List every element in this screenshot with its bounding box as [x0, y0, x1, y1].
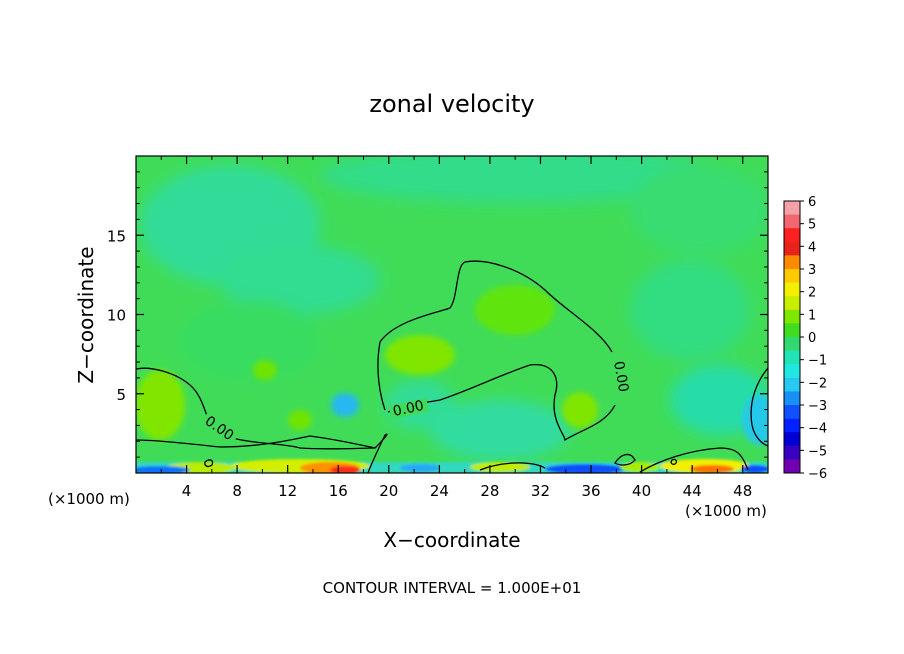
footnote: CONTOUR INTERVAL = 1.000E+01 — [323, 579, 582, 597]
colorbar-swatch — [784, 445, 800, 460]
contour-right-bottom — [639, 447, 749, 473]
x-unit-label-right: (×1000 m) — [685, 502, 767, 520]
contour-center-inner — [387, 364, 616, 442]
colorbar-tick-label: −2 — [808, 376, 827, 391]
x-axis: 4 8 12 16 20 24 28 32 36 40 44 48 — [160, 156, 752, 500]
colorbar-tick-label: −6 — [808, 467, 827, 482]
heatmap-field — [136, 156, 768, 473]
colorbar-swatch — [784, 296, 800, 311]
contour-lower-left — [136, 433, 388, 473]
y-tick-label: 5 — [116, 386, 126, 404]
colorbar-tick-label: 5 — [808, 218, 816, 233]
colorbar-tick-label: −1 — [808, 354, 827, 369]
colorbar-tick-label: −4 — [808, 422, 827, 437]
colorbar-tick-label: 2 — [808, 286, 816, 301]
colorbar-swatch — [784, 337, 800, 351]
contour-label: 0.00 — [392, 398, 426, 420]
colorbar-swatch — [784, 350, 800, 365]
x-tick-label: 4 — [182, 482, 192, 500]
colorbar-tick-label: 6 — [808, 195, 816, 210]
colorbar-swatch — [784, 391, 800, 406]
colorbar-swatch — [784, 364, 800, 379]
x-tick-label: 40 — [632, 482, 651, 500]
colorbar-tick-label: 0 — [808, 331, 816, 346]
y-axis: 5 10 15 — [107, 171, 768, 458]
x-unit-label: (×1000 m) — [48, 490, 130, 508]
colorbar-swatch — [784, 201, 800, 215]
x-tick-label: 28 — [480, 482, 499, 500]
colorbar-tick-label: 4 — [808, 240, 816, 255]
colorbar-swatch — [784, 418, 800, 433]
colorbar-swatch — [784, 377, 800, 392]
colorbar-swatch — [784, 255, 800, 270]
x-tick-label: 32 — [531, 482, 550, 500]
x-axis-label: X−coordinate — [383, 528, 520, 552]
colorbar-tick-label: −3 — [808, 399, 827, 414]
colorbar-swatch — [784, 432, 800, 447]
colorbar-swatch — [784, 405, 800, 419]
x-tick-label: 16 — [329, 482, 348, 500]
colorbar-swatch — [784, 282, 800, 297]
colorbar-swatch — [784, 241, 800, 256]
colorbar-tick-label: 3 — [808, 263, 816, 278]
contour-label: 0.00 — [610, 360, 631, 393]
colorbar-swatch — [784, 269, 800, 283]
y-axis-label: Z−coordinate — [74, 246, 98, 383]
x-tick-label: 44 — [683, 482, 702, 500]
contour-center-arch — [377, 260, 613, 411]
contour-tiny-b — [670, 458, 678, 465]
contour-tiny-a — [204, 459, 214, 468]
y-tick-label: 15 — [107, 227, 126, 245]
colorbar-swatch — [784, 228, 800, 243]
colorbar-tick-label: 1 — [808, 308, 816, 323]
contour-small-right — [614, 453, 636, 466]
x-tick-label: 8 — [232, 482, 242, 500]
x-tick-label: 36 — [581, 482, 600, 500]
colorbar: 6 5 4 3 2 1 0 −1 −2 −3 −4 −5 −6 — [783, 195, 827, 482]
colorbar-swatch — [784, 214, 800, 229]
colorbar-swatch — [784, 309, 800, 324]
chart-title: zonal velocity — [369, 90, 534, 118]
colorbar-tick-label: −5 — [808, 444, 827, 459]
colorbar-swatch — [784, 323, 800, 338]
colorbar-swatch — [784, 459, 800, 474]
x-tick-label: 24 — [430, 482, 449, 500]
x-tick-label: 12 — [278, 482, 297, 500]
contour-right-edge — [750, 367, 768, 447]
y-tick-label: 10 — [107, 307, 126, 325]
x-tick-label: 20 — [379, 482, 398, 500]
x-tick-label: 48 — [733, 482, 752, 500]
